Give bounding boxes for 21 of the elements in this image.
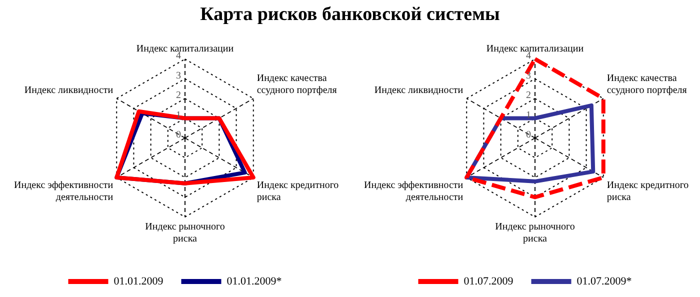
y-tick-label: 4 — [176, 50, 181, 62]
y-tick-label: 2 — [526, 90, 531, 102]
legend-label: 01.01.2009 — [114, 275, 164, 288]
legend-label: 01.07.2009 — [464, 275, 514, 288]
spoke-label: Индекс качества ссудного портфеля — [256, 73, 338, 96]
legend-label: 01.01.2009* — [226, 275, 282, 288]
chart-title: Карта рисков банковской системы — [199, 3, 501, 27]
y-tick-label: 2 — [176, 90, 181, 102]
spoke-label: Индекс рыночного риска — [145, 222, 225, 245]
spoke-label: Индекс эффективности деятельности — [364, 180, 464, 204]
y-tick-label: 4 — [526, 50, 531, 62]
y-tick-label: 3 — [176, 70, 181, 82]
spoke-label: Индекс ликвидности — [374, 85, 464, 96]
spoke-label: Индекс кредитного риска — [256, 180, 339, 204]
spoke-label: Индекс кредитного риска — [606, 180, 689, 204]
spoke-label: Индекс ликвидности — [24, 85, 114, 96]
spoke-label: Индекс рыночного риска — [495, 222, 575, 245]
y-tick-label: 3 — [526, 70, 531, 82]
spoke-label: Индекс эффективности деятельности — [14, 180, 114, 204]
spoke-label: Индекс качества ссудного портфеля — [606, 73, 688, 96]
legend-label: 01.07.2009* — [576, 275, 632, 288]
